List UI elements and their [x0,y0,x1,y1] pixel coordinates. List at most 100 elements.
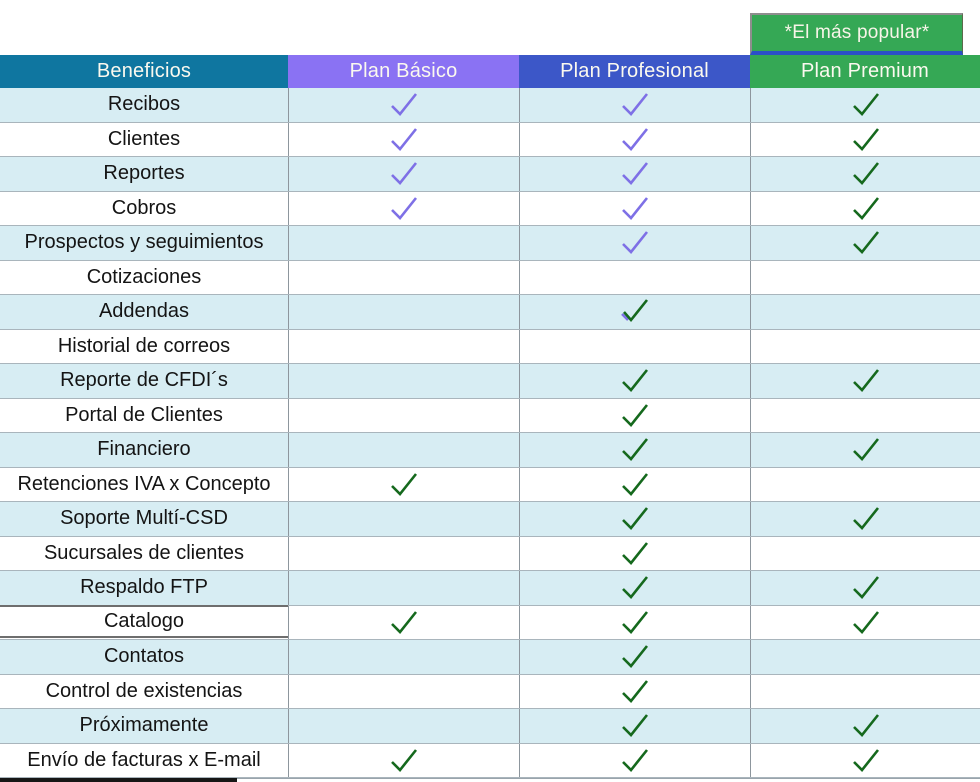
basico-check-cell [288,674,519,708]
premium-check-cell [750,571,980,605]
header-plan-basico-label: Plan Básico [349,60,458,82]
table-body: Recibos Clientes Reportes Cobros Prospectos … [0,88,980,778]
basico-check-cell [288,364,519,398]
check-icon [852,127,879,151]
premium-check-cell [750,605,980,639]
premium-check-cell [750,122,980,156]
table-row: Soporte Multí-CSD [0,502,980,537]
basico-check-cell [288,536,519,570]
benefit-label: Respaldo FTP [80,576,208,599]
benefit-label: Portal de Clientes [65,403,223,426]
basico-check-cell [288,605,519,639]
premium-check-cell [750,88,980,122]
profesional-check-cell [519,364,750,398]
check-icon [622,645,649,669]
check-icon [391,748,418,772]
check-icon [391,127,418,151]
table-row: Clientes [0,122,980,157]
table-row: Reportes [0,157,980,192]
table-row: Sucursales de clientes [0,536,980,571]
benefit-label: Reportes [103,162,185,185]
check-icon [391,93,418,117]
check-icon [391,162,418,186]
premium-check-cell [750,191,980,225]
table-row: Catalogo [0,604,980,640]
check-icon [622,127,649,151]
check-icon [391,472,418,496]
check-icon [852,507,879,531]
basico-check-cell [288,571,519,605]
premium-check-cell [750,640,980,674]
table-row: Cobros [0,191,980,226]
profesional-check-cell [519,433,750,467]
table-row: Historial de correos [0,329,980,364]
table-row: Financiero [0,433,980,468]
profesional-check-cell [519,157,750,191]
basico-check-cell [288,329,519,363]
premium-check-cell [750,743,980,777]
benefit-label: Retenciones IVA x Concepto [17,472,271,495]
basico-check-cell [288,88,519,122]
premium-check-cell [750,433,980,467]
benefit-label: Envío de facturas x E-mail [27,748,261,771]
profesional-check-cell [519,329,750,363]
profesional-check-cell [519,605,750,639]
premium-check-cell [750,157,980,191]
check-icon [622,162,649,186]
check-icon [622,576,649,600]
table-header-row: Beneficios Plan Básico Plan Profesional … [0,55,980,88]
table-row: Envío de facturas x E-mail [0,743,980,778]
benefit-label: Cotizaciones [86,265,202,288]
basico-check-cell [288,709,519,743]
benefit-label: Cobros [111,196,177,219]
table-row: Addendas [0,295,980,330]
benefit-label: Catalogo [0,604,288,638]
check-icon [852,714,879,738]
check-icon [852,438,879,462]
table-row: Recibos [0,88,980,123]
header-benefits: Beneficios [0,55,288,88]
basico-check-cell [288,295,519,329]
profesional-check-cell [519,571,750,605]
basico-check-cell [288,226,519,260]
check-icon [622,507,649,531]
table-bottom-border [0,778,237,782]
profesional-check-cell [519,398,750,432]
check-icon [622,714,649,738]
basico-check-cell [288,260,519,294]
table-row: Reporte de CFDI´s [0,364,980,399]
profesional-check-cell [519,536,750,570]
benefit-label: Recibos [107,93,181,116]
check-icon [622,472,649,496]
basico-check-cell [288,502,519,536]
profesional-check-cell [519,640,750,674]
benefit-label: Reporte de CFDI´s [60,369,228,392]
table-row: Control de existencias [0,674,980,709]
check-icon [621,299,649,323]
check-icon [852,162,879,186]
benefit-label: Addendas [98,300,190,323]
table-row: Cotizaciones [0,260,980,295]
basico-check-cell [288,157,519,191]
profesional-check-cell [519,226,750,260]
benefit-label: Control de existencias [45,679,243,702]
check-icon [852,576,879,600]
table-row: Próximamente [0,709,980,744]
premium-check-cell [750,364,980,398]
benefit-label: Sucursales de clientes [43,541,245,564]
check-icon [852,369,879,393]
premium-check-cell [750,709,980,743]
profesional-check-cell [519,122,750,156]
table-row: Retenciones IVA x Concepto [0,467,980,502]
basico-check-cell [288,467,519,501]
header-plan-premium: Plan Premium [750,55,980,88]
check-icon [622,403,649,427]
table-bottom-line [0,778,980,779]
check-icon [622,369,649,393]
check-icon [391,196,418,220]
check-icon [391,610,418,634]
header-plan-profesional: Plan Profesional [519,55,750,88]
check-icon [852,231,879,255]
profesional-check-cell [519,88,750,122]
